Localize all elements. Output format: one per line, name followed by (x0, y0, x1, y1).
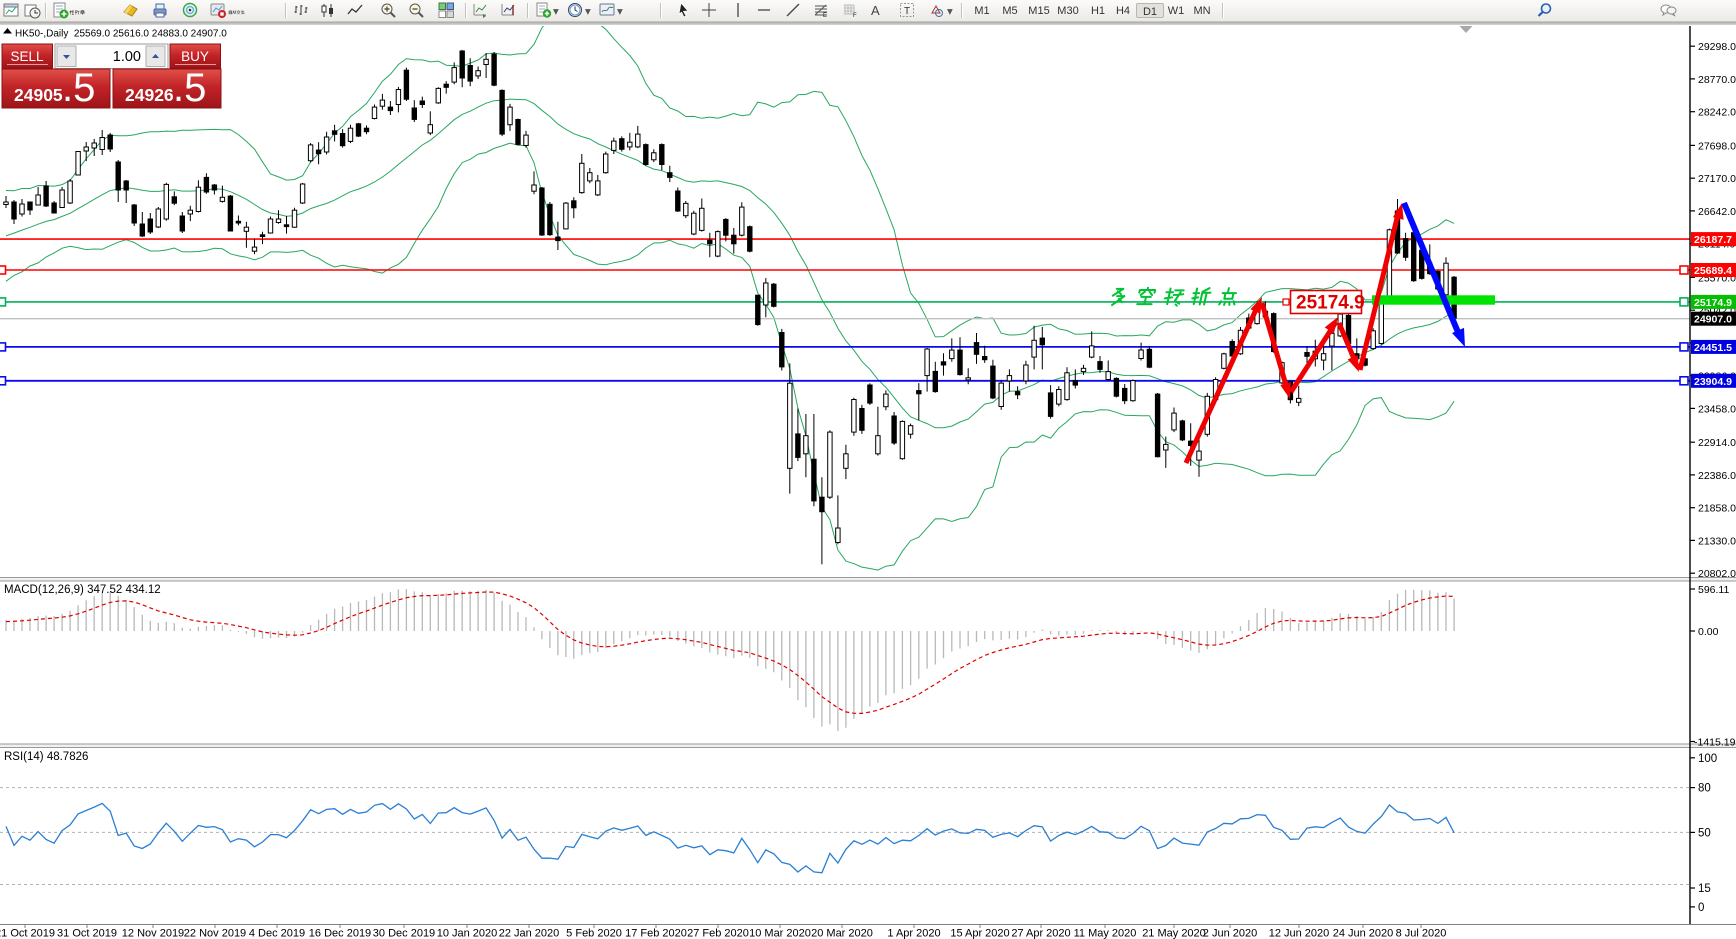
svg-text:SELL: SELL (10, 49, 44, 64)
svg-text:HK50-,Daily 25569.0 25616.0 2: HK50-,Daily 25569.0 25616.0 24883.0 2490… (15, 29, 227, 40)
svg-text:T: T (904, 6, 910, 17)
svg-text:24 Jun 2020: 24 Jun 2020 (1333, 928, 1394, 939)
svg-text:0.00: 0.00 (1698, 626, 1719, 638)
svg-text:28242.0: 28242.0 (1698, 107, 1736, 119)
svg-text:21 May 2020: 21 May 2020 (1142, 928, 1206, 939)
svg-text:22914.0: 22914.0 (1698, 437, 1736, 449)
svg-text:F: F (853, 13, 857, 19)
svg-text:25174.9: 25174.9 (1694, 297, 1732, 309)
svg-text:21330.0: 21330.0 (1698, 535, 1736, 547)
svg-text:50: 50 (1698, 827, 1711, 839)
svg-text:20802.0: 20802.0 (1698, 568, 1736, 580)
svg-text:21 Oct 2019: 21 Oct 2019 (0, 928, 55, 939)
svg-text:28770.0: 28770.0 (1698, 74, 1736, 86)
svg-text:.5: .5 (62, 66, 95, 110)
svg-text:10 Mar 2020: 10 Mar 2020 (749, 928, 811, 939)
svg-text:MACD(12,26,9) 347.52 434.12: MACD(12,26,9) 347.52 434.12 (4, 584, 161, 596)
svg-text:RSI(14) 48.7826: RSI(14) 48.7826 (4, 751, 88, 763)
svg-text:596.11: 596.11 (1698, 584, 1729, 596)
svg-text:8 Jul 2020: 8 Jul 2020 (1396, 928, 1447, 939)
svg-text:22 Nov 2019: 22 Nov 2019 (184, 928, 246, 939)
svg-text:15 Apr 2020: 15 Apr 2020 (950, 928, 1009, 939)
svg-text:22 Jan 2020: 22 Jan 2020 (499, 928, 560, 939)
svg-text:10 Jan 2020: 10 Jan 2020 (437, 928, 498, 939)
svg-text:27698.0: 27698.0 (1698, 140, 1736, 152)
svg-text:27170.0: 27170.0 (1698, 173, 1736, 185)
svg-text:4 Dec 2019: 4 Dec 2019 (249, 928, 305, 939)
svg-text:26187.7: 26187.7 (1694, 234, 1732, 246)
svg-text:23458.0: 23458.0 (1698, 403, 1736, 415)
svg-text:27 Apr 2020: 27 Apr 2020 (1011, 928, 1070, 939)
svg-text:17 Feb 2020: 17 Feb 2020 (625, 928, 687, 939)
svg-text:2 Jun 2020: 2 Jun 2020 (1203, 928, 1257, 939)
svg-text:12 Jun 2020: 12 Jun 2020 (1269, 928, 1330, 939)
svg-text:11 May 2020: 11 May 2020 (1074, 928, 1137, 939)
svg-text:22386.0: 22386.0 (1698, 470, 1736, 482)
svg-text:16 Dec 2019: 16 Dec 2019 (309, 928, 371, 939)
svg-text:24926: 24926 (125, 85, 174, 105)
svg-text:25689.4: 25689.4 (1694, 265, 1732, 277)
svg-text:0: 0 (1698, 902, 1704, 914)
svg-text:1 Apr 2020: 1 Apr 2020 (887, 928, 940, 939)
svg-text:.5: .5 (173, 66, 206, 110)
svg-text:26642.0: 26642.0 (1698, 206, 1736, 218)
svg-text:15: 15 (1698, 883, 1711, 895)
svg-text:5 Feb 2020: 5 Feb 2020 (566, 928, 622, 939)
svg-text:29298.0: 29298.0 (1698, 41, 1736, 53)
svg-text:23904.9: 23904.9 (1694, 376, 1732, 388)
svg-text:24905: 24905 (14, 85, 63, 105)
svg-text:E: E (823, 13, 827, 19)
svg-text:BUY: BUY (181, 49, 209, 64)
svg-text:100: 100 (1698, 753, 1717, 765)
svg-text:20 Mar 2020: 20 Mar 2020 (811, 928, 873, 939)
svg-text:12 Nov 2019: 12 Nov 2019 (122, 928, 184, 939)
svg-text:27 Feb 2020: 27 Feb 2020 (687, 928, 749, 939)
svg-text:80: 80 (1698, 783, 1711, 795)
svg-text:-1415.19: -1415.19 (1694, 737, 1736, 749)
svg-text:24907.0: 24907.0 (1694, 314, 1732, 326)
svg-text:31 Oct 2019: 31 Oct 2019 (57, 928, 117, 939)
svg-text:24451.5: 24451.5 (1694, 342, 1732, 354)
svg-text:1.00: 1.00 (113, 49, 141, 65)
svg-text:25174.9: 25174.9 (1296, 293, 1365, 314)
svg-text:21858.0: 21858.0 (1698, 503, 1736, 515)
svg-text:30 Dec 2019: 30 Dec 2019 (373, 928, 435, 939)
